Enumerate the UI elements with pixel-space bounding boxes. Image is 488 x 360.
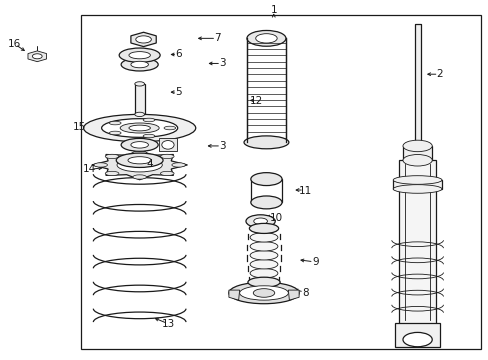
Text: 14: 14 xyxy=(82,164,96,174)
Text: 16: 16 xyxy=(8,39,21,49)
Ellipse shape xyxy=(228,282,299,304)
Ellipse shape xyxy=(249,224,278,233)
Ellipse shape xyxy=(250,173,282,185)
Polygon shape xyxy=(228,290,239,300)
Ellipse shape xyxy=(143,134,155,138)
Ellipse shape xyxy=(249,278,277,287)
Ellipse shape xyxy=(249,260,277,269)
Polygon shape xyxy=(28,51,46,62)
Text: 3: 3 xyxy=(219,141,225,151)
Ellipse shape xyxy=(105,171,119,176)
Text: 3: 3 xyxy=(219,58,225,68)
Ellipse shape xyxy=(162,140,174,149)
Bar xyxy=(402,146,431,160)
Bar xyxy=(398,160,435,327)
Bar xyxy=(246,39,285,142)
Ellipse shape xyxy=(392,185,441,193)
Ellipse shape xyxy=(105,154,119,158)
Ellipse shape xyxy=(135,82,144,86)
Bar xyxy=(159,138,176,151)
Ellipse shape xyxy=(32,54,42,59)
Ellipse shape xyxy=(128,157,151,164)
Ellipse shape xyxy=(253,289,274,297)
Ellipse shape xyxy=(402,154,431,166)
Text: 11: 11 xyxy=(298,186,311,196)
Text: 4: 4 xyxy=(146,159,152,169)
Bar xyxy=(414,24,420,160)
Ellipse shape xyxy=(253,218,267,225)
Ellipse shape xyxy=(255,34,277,43)
Ellipse shape xyxy=(249,251,277,260)
Text: 2: 2 xyxy=(435,69,442,79)
Ellipse shape xyxy=(135,112,144,117)
Polygon shape xyxy=(92,150,187,180)
Ellipse shape xyxy=(136,36,151,43)
Ellipse shape xyxy=(109,131,121,135)
Ellipse shape xyxy=(133,175,146,179)
Bar xyxy=(394,323,439,347)
Ellipse shape xyxy=(249,233,277,242)
Text: 7: 7 xyxy=(214,33,221,43)
Ellipse shape xyxy=(402,332,431,347)
Ellipse shape xyxy=(129,51,150,59)
Ellipse shape xyxy=(249,224,277,233)
Ellipse shape xyxy=(249,269,277,278)
Ellipse shape xyxy=(239,286,288,300)
Ellipse shape xyxy=(244,136,288,149)
Ellipse shape xyxy=(160,171,174,176)
Bar xyxy=(392,180,441,189)
Ellipse shape xyxy=(250,196,282,209)
Ellipse shape xyxy=(163,126,175,130)
Ellipse shape xyxy=(102,119,177,137)
Ellipse shape xyxy=(392,176,441,184)
Ellipse shape xyxy=(120,123,159,133)
Polygon shape xyxy=(131,32,156,46)
Ellipse shape xyxy=(94,163,107,167)
Ellipse shape xyxy=(116,153,163,167)
Text: 9: 9 xyxy=(311,257,318,267)
Ellipse shape xyxy=(143,118,155,122)
Ellipse shape xyxy=(247,277,280,287)
Text: 6: 6 xyxy=(175,49,182,59)
Ellipse shape xyxy=(249,242,277,251)
Ellipse shape xyxy=(402,140,431,152)
Ellipse shape xyxy=(171,163,185,167)
Ellipse shape xyxy=(246,31,285,46)
Polygon shape xyxy=(288,290,299,300)
Text: 10: 10 xyxy=(269,213,282,222)
Ellipse shape xyxy=(121,58,158,71)
Text: 5: 5 xyxy=(175,87,182,97)
Ellipse shape xyxy=(160,154,174,158)
Ellipse shape xyxy=(133,151,146,155)
Bar xyxy=(81,15,480,348)
Ellipse shape xyxy=(131,61,148,68)
Ellipse shape xyxy=(119,48,160,62)
Bar xyxy=(135,84,144,114)
Ellipse shape xyxy=(109,121,121,125)
Ellipse shape xyxy=(83,114,195,141)
Ellipse shape xyxy=(117,158,162,172)
Ellipse shape xyxy=(131,141,148,148)
Text: 8: 8 xyxy=(302,288,308,298)
Ellipse shape xyxy=(121,138,158,151)
Ellipse shape xyxy=(245,215,275,228)
Bar xyxy=(250,179,282,202)
Text: 13: 13 xyxy=(162,319,175,329)
Text: 12: 12 xyxy=(249,96,263,106)
Text: 1: 1 xyxy=(270,5,277,15)
Text: 15: 15 xyxy=(73,122,86,132)
Ellipse shape xyxy=(129,125,150,131)
